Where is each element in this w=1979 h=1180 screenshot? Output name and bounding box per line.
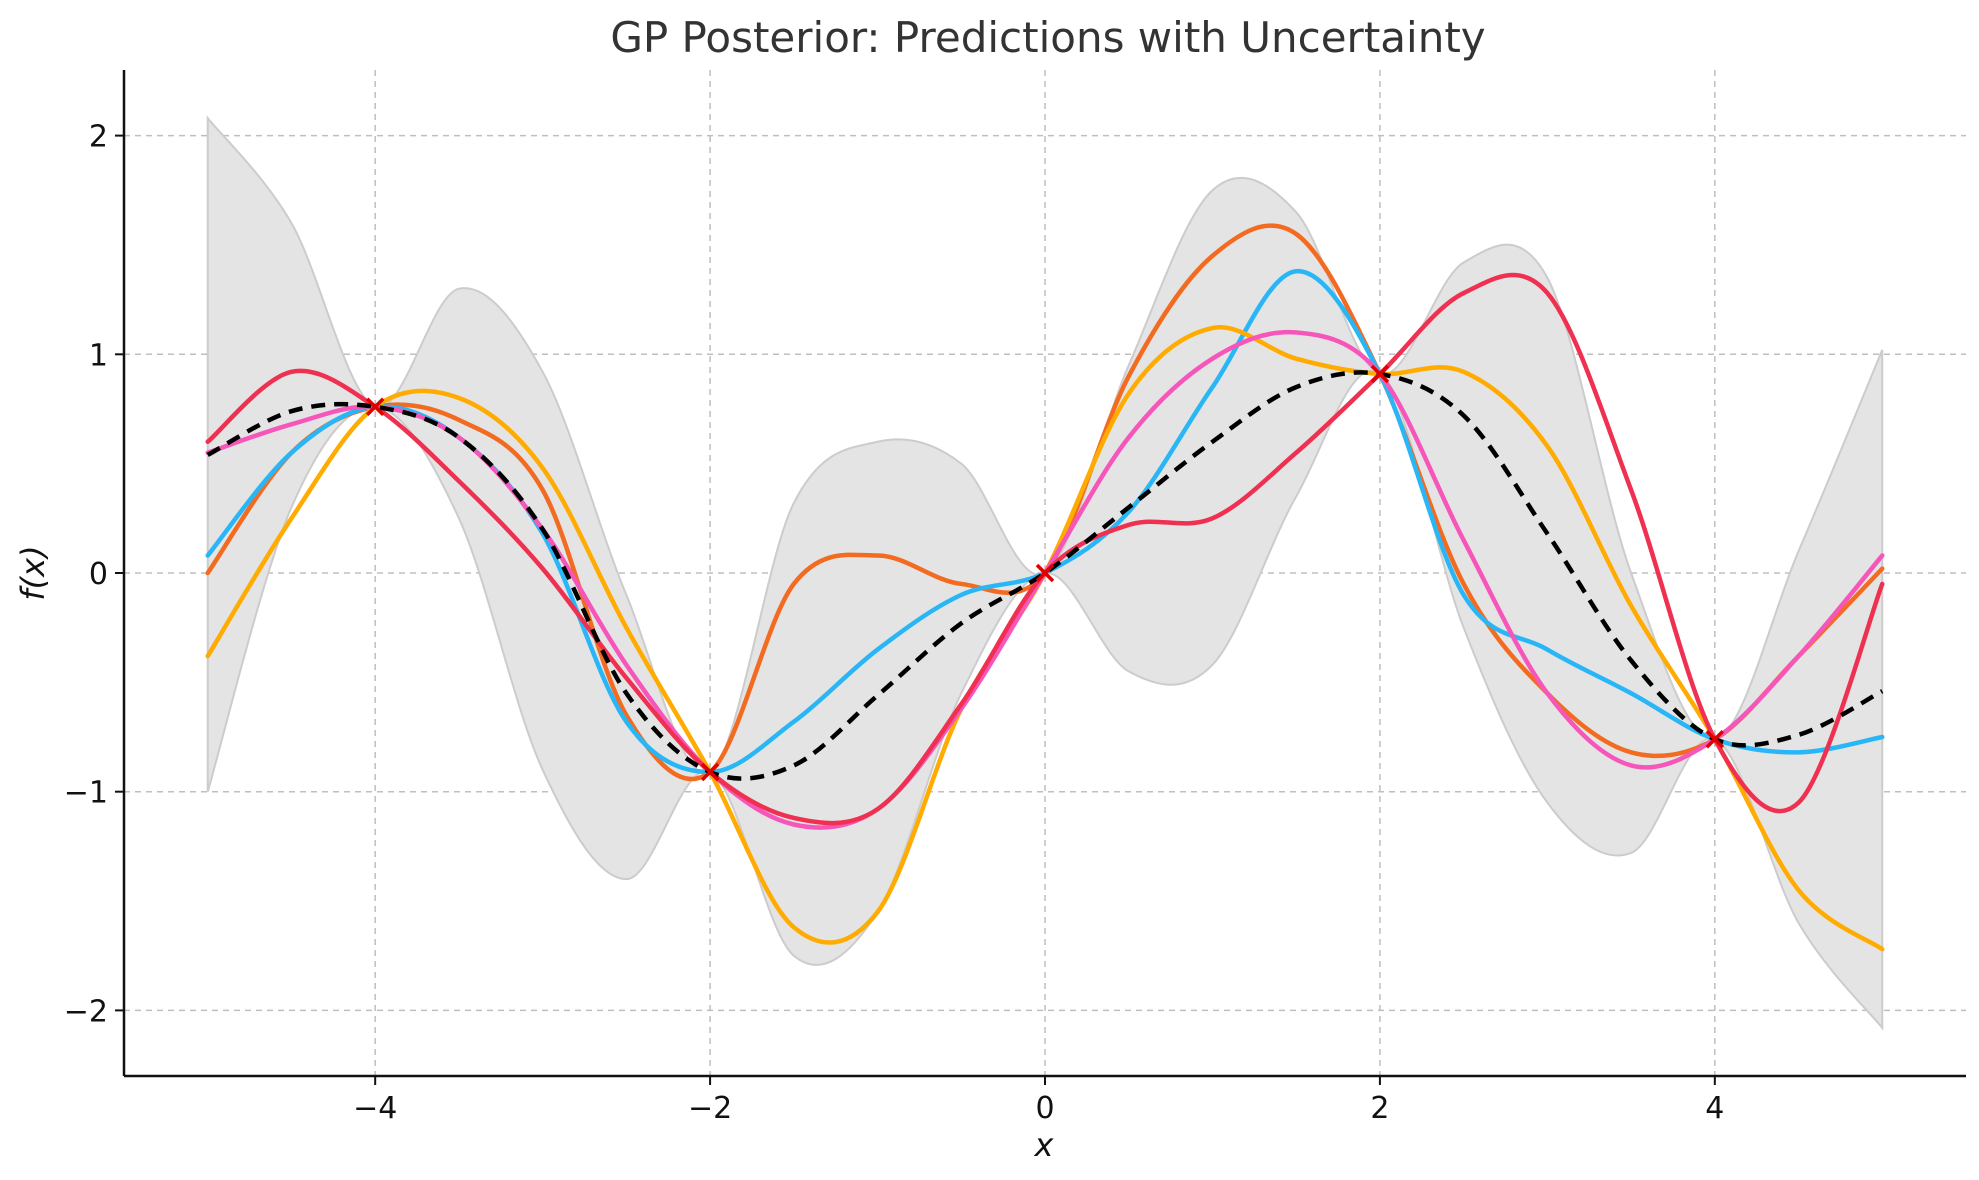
- observation-marker: [700, 762, 720, 782]
- y-axis-label: f(x): [14, 545, 52, 600]
- x-tick-label: −2: [688, 1091, 732, 1126]
- observation-marker: [1035, 563, 1055, 583]
- chart-title: GP Posterior: Predictions with Uncertain…: [610, 13, 1485, 62]
- mean-layer: [206, 370, 1884, 781]
- observation-marker: [1705, 729, 1725, 749]
- observation-layer: [365, 364, 1725, 782]
- y-tick-label: 1: [89, 338, 108, 373]
- sample-line-5: [205, 272, 1885, 826]
- observation-marker: [1370, 364, 1390, 384]
- mean-line: [206, 370, 1884, 781]
- x-tick-label: 2: [1370, 1091, 1389, 1126]
- y-tick-label: 0: [89, 557, 108, 592]
- observation-marker: [365, 397, 385, 417]
- x-tick-label: 0: [1035, 1091, 1054, 1126]
- x-tick-label: 4: [1705, 1091, 1724, 1126]
- y-ticks: −2 −1 0 1 2: [64, 120, 124, 1029]
- x-tick-label: −4: [353, 1091, 397, 1126]
- y-tick-label: −2: [64, 994, 108, 1029]
- x-ticks: −4 −2 0 2 4: [353, 1076, 1724, 1126]
- y-tick-label: −1: [64, 776, 108, 811]
- y-tick-label: 2: [89, 120, 108, 155]
- x-axis-label: x: [1034, 1126, 1055, 1164]
